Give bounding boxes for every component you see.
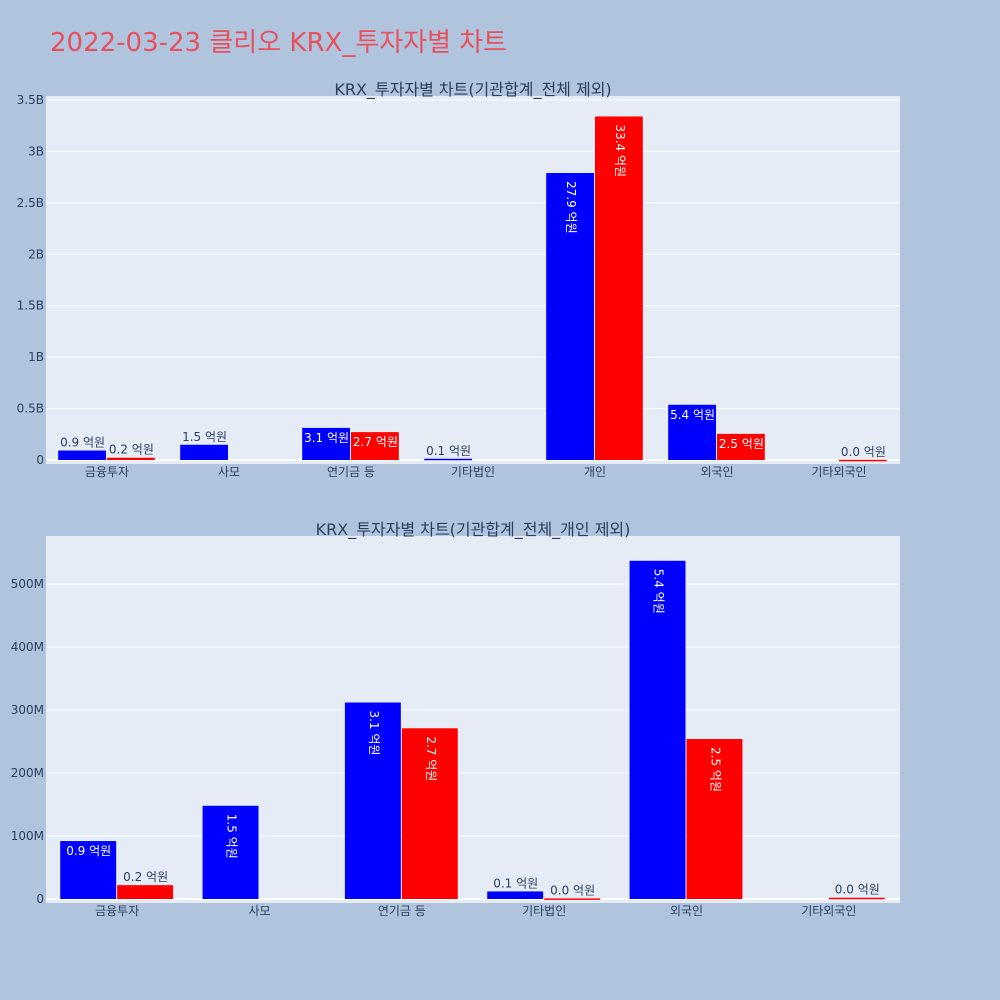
chart1-data-label: 1.5 억원 — [182, 430, 227, 444]
chart1-data-label: 0.2 억원 — [109, 443, 154, 457]
chart2-bar — [401, 728, 458, 899]
chart1-y-tick-label: 1.5B — [17, 299, 44, 313]
chart1-bar — [839, 459, 887, 462]
chart1-x-tick-label: 금융투자 — [85, 465, 129, 479]
chart1-data-label: 2.7 억원 — [353, 435, 398, 449]
chart2-data-label: 0.9 억원 — [66, 844, 111, 858]
chart2-y-tick-label: 200M — [11, 766, 44, 780]
chart1-data-label: 0.1 억원 — [426, 444, 471, 458]
chart1-bar — [668, 404, 716, 460]
chart1-bar — [302, 427, 350, 460]
chart2-y-tick-label: 500M — [11, 577, 44, 591]
chart1-data-label: 33.4 억원 — [613, 124, 627, 177]
chart1-bar — [58, 450, 106, 460]
chart2-x-tick-label: 기타법인 — [522, 904, 566, 918]
chart1-data-label: 0.9 억원 — [60, 436, 105, 450]
chart1-title: KRX_투자자별 차트(기관합계_전체 제외) — [334, 80, 611, 100]
chart1-bar — [424, 458, 472, 461]
chart1-y-tick-label: 2B — [28, 247, 44, 261]
chart2-plot-area — [46, 536, 900, 903]
chart2-x-tick-label: 사모 — [248, 904, 270, 918]
chart2-bar — [629, 560, 686, 899]
chart2-data-label: 0.1 억원 — [493, 876, 538, 890]
chart1-y-tick-label: 2.5B — [17, 196, 44, 210]
chart1-y-tick-label: 3.5B — [17, 93, 44, 107]
chart2-data-label: 0.2 억원 — [123, 870, 168, 884]
chart1-bar — [546, 173, 594, 460]
chart2-x-tick-label: 연기금 등 — [378, 904, 426, 918]
chart2-data-label: 2.5 억원 — [708, 747, 722, 792]
chart2-y-tick-label: 300M — [11, 703, 44, 717]
chart2-y-tick-label: 100M — [11, 829, 44, 843]
chart2-bar — [344, 702, 401, 899]
chart1-bar — [107, 457, 155, 460]
chart2-bar — [828, 897, 885, 900]
chart1-data-label: 2.5 억원 — [719, 437, 764, 451]
chart1-y-tick-label: 3B — [28, 144, 44, 158]
chart2-bar — [686, 739, 743, 899]
chart2-bar — [117, 885, 174, 899]
chart1-data-label: 0.0 억원 — [841, 445, 886, 459]
chart1-y-tick-label: 0 — [36, 453, 44, 467]
chart1-y-tick-label: 1B — [28, 350, 44, 364]
chart1-x-tick-label: 외국인 — [700, 465, 733, 479]
chart2-data-label: 5.4 억원 — [652, 569, 666, 614]
chart2-y-tick-label: 400M — [11, 640, 44, 654]
chart1-y-tick-label: 0.5B — [17, 402, 44, 416]
page-title: 2022-03-23 클리오 KRX_투자자별 차트 — [50, 28, 508, 58]
chart2-data-label: 3.1 억원 — [367, 710, 381, 755]
chart2-data-label: 0.0 억원 — [835, 883, 880, 897]
chart1-data-label: 27.9 억원 — [564, 181, 578, 234]
chart1-x-tick-label: 연기금 등 — [327, 465, 375, 479]
chart1-data-label: 3.1 억원 — [304, 431, 349, 445]
chart2-bar — [544, 898, 601, 900]
chart1-bar — [180, 444, 228, 460]
chart2-x-tick-label: 기타외국인 — [801, 904, 856, 918]
chart1-x-tick-label: 사모 — [218, 465, 240, 479]
chart1-bar — [351, 432, 399, 460]
chart1-bar — [595, 116, 643, 460]
chart2-x-tick-label: 외국인 — [670, 904, 703, 918]
chart2-data-label: 0.0 억원 — [550, 883, 595, 897]
chart2-bar — [60, 841, 117, 899]
chart1-bar — [717, 433, 765, 460]
chart2-data-label: 2.7 억원 — [424, 736, 438, 781]
chart2-title: KRX_투자자별 차트(기관합계_전체_개인 제외) — [316, 520, 631, 540]
chart2-data-label: 1.5 억원 — [225, 814, 239, 859]
chart1-x-tick-label: 개인 — [584, 465, 606, 479]
chart2-y-tick-label: 0 — [36, 892, 44, 906]
chart1-data-label: 5.4 억원 — [670, 408, 715, 422]
chart1-plot-area — [46, 96, 900, 464]
chart1-x-tick-label: 기타법인 — [451, 465, 495, 479]
chart2-bar — [487, 891, 544, 899]
chart1-x-tick-label: 기타외국인 — [811, 465, 866, 479]
chart2-bar — [202, 805, 259, 899]
chart2-x-tick-label: 금융투자 — [95, 904, 139, 918]
